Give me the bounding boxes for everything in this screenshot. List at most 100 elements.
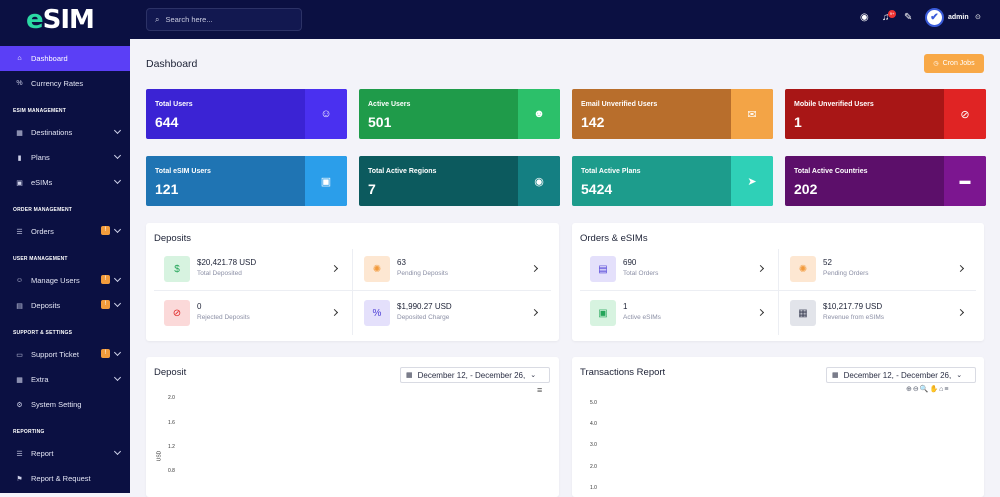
cell-value: $10,217.79 USD bbox=[823, 302, 883, 311]
sidebar-item-label: Destinations bbox=[31, 128, 73, 137]
stat-label: Mobile Unverified Users bbox=[794, 101, 874, 108]
section-user-management: USER MANAGEMENT bbox=[13, 256, 68, 262]
sidebar-item-extra[interactable]: ▦ Extra bbox=[0, 367, 130, 392]
envelope-icon: ✉ bbox=[731, 89, 773, 139]
deposit-cell-pending[interactable]: ✺ 63 Pending Deposits bbox=[354, 248, 551, 291]
stat-label: Total Active Plans bbox=[581, 168, 641, 175]
sidebar-item-currency-rates[interactable]: % Currency Rates bbox=[0, 71, 130, 96]
sidebar-item-report[interactable]: ☰ Report bbox=[0, 441, 130, 466]
stat-card-active-countries[interactable]: Total Active Countries 202 ▬ bbox=[785, 156, 986, 206]
logo-text: SIM bbox=[42, 5, 95, 35]
nav-list: ⌂ Dashboard % Currency Rates bbox=[0, 46, 130, 96]
card-title: Deposit bbox=[154, 367, 187, 378]
stat-card-active-users[interactable]: Active Users 501 ☻ bbox=[359, 89, 560, 139]
y-tick: 2.0 bbox=[168, 395, 175, 401]
calendar-icon: ▦ bbox=[406, 372, 413, 379]
cell-value: 0 bbox=[197, 302, 202, 311]
cron-jobs-label: Cron Jobs bbox=[942, 60, 975, 67]
deposit-cell-total[interactable]: $ $20,421.78 USD Total Deposited bbox=[154, 248, 351, 291]
sidebar: e SIM ⌂ Dashboard % Currency Rates ESIM MAN… bbox=[0, 0, 130, 493]
stat-label: Total Active Countries bbox=[794, 168, 868, 175]
order-icon: ▤ bbox=[590, 256, 616, 282]
stat-card-mobile-unverified[interactable]: Mobile Unverified Users 1 ⊘ bbox=[785, 89, 986, 139]
menu-icon[interactable]: ≡ bbox=[537, 385, 543, 395]
stat-card-active-plans[interactable]: Total Active Plans 5424 ➤ bbox=[572, 156, 773, 206]
chevron-down-icon bbox=[113, 151, 122, 160]
cell-label: Pending Orders bbox=[823, 270, 869, 277]
date-range-text: December 12, - December 26, bbox=[417, 370, 526, 380]
stat-card-total-users[interactable]: Total Users 644 ☺ bbox=[146, 89, 347, 139]
sidebar-item-plans[interactable]: ▮ Plans bbox=[0, 145, 130, 170]
deposit-cell-rejected[interactable]: ⊘ 0 Rejected Deposits bbox=[154, 292, 351, 335]
ticket-icon: ▭ bbox=[16, 351, 23, 359]
cron-jobs-button[interactable]: ◷ Cron Jobs bbox=[924, 54, 984, 73]
chart-toolbar[interactable]: ⊕⊖🔍✋⌂≡ bbox=[906, 386, 950, 393]
stat-label: Total Users bbox=[155, 101, 193, 108]
home-icon: ⌂ bbox=[17, 55, 22, 62]
y-tick: 3.0 bbox=[590, 442, 597, 448]
stat-card-total-esim-users[interactable]: Total eSIM Users 121 ▣ bbox=[146, 156, 347, 206]
sidebar-item-label: Report bbox=[31, 449, 54, 458]
user-icon: ☺ bbox=[305, 89, 347, 139]
date-range-picker[interactable]: ▦ December 12, - December 26, ⌄ bbox=[826, 367, 976, 383]
sidebar-item-dashboard[interactable]: ⌂ Dashboard bbox=[0, 46, 130, 71]
stat-card-active-regions[interactable]: Total Active Regions 7 ◉ bbox=[359, 156, 560, 206]
chevron-right-icon bbox=[956, 264, 965, 273]
bell-icon[interactable]: ♫ bbox=[882, 12, 890, 23]
gear-icon: ⚙ bbox=[16, 401, 23, 409]
cell-label: Deposited Charge bbox=[397, 314, 450, 321]
deposit-cell-charge[interactable]: % $1,990.27 USD Deposited Charge bbox=[354, 292, 551, 335]
chevron-down-icon bbox=[113, 225, 122, 234]
chevron-down-icon[interactable]: ⊙ bbox=[975, 14, 981, 21]
chevron-down-icon bbox=[113, 126, 122, 135]
avatar[interactable]: ✔ bbox=[925, 8, 944, 27]
stat-value: 7 bbox=[368, 181, 376, 197]
chevron-down-icon bbox=[113, 348, 122, 357]
cell-label: Total Deposited bbox=[197, 270, 242, 277]
list-icon: ☰ bbox=[16, 228, 23, 236]
y-axis-label: USD bbox=[156, 450, 163, 462]
order-cell-revenue[interactable]: ▦ $10,217.79 USD Revenue from eSIMs bbox=[780, 292, 977, 335]
order-cell-pending[interactable]: ✺ 52 Pending Orders bbox=[780, 248, 977, 291]
chevron-down-icon bbox=[113, 299, 122, 308]
search-placeholder: Search here... bbox=[165, 15, 213, 24]
logo[interactable]: e SIM bbox=[0, 0, 130, 40]
y-tick: 5.0 bbox=[590, 400, 597, 406]
sidebar-item-esims[interactable]: ▣ eSIMs bbox=[0, 170, 130, 195]
stat-value: 121 bbox=[155, 181, 179, 197]
sidebar-item-orders[interactable]: ☰ Orders! bbox=[0, 219, 130, 244]
nav-list: ▦ Destinations ▮ Plans ▣ eSIMs bbox=[0, 120, 130, 195]
sidebar-item-manage-users[interactable]: ☺ Manage Users! bbox=[0, 268, 130, 293]
user-check-icon: ☻ bbox=[518, 89, 560, 139]
sidebar-item-system-setting[interactable]: ⚙ System Setting bbox=[0, 392, 130, 417]
ban-icon: ⊘ bbox=[164, 300, 190, 326]
order-cell-total[interactable]: ▤ 690 Total Orders bbox=[580, 248, 777, 291]
stat-label: Email Unverified Users bbox=[581, 101, 658, 108]
sidebar-item-support-ticket[interactable]: ▭ Support Ticket! bbox=[0, 342, 130, 367]
date-range-picker[interactable]: ▦ December 12, - December 26, ⌄ bbox=[400, 367, 550, 383]
sidebar-item-label: Dashboard bbox=[31, 54, 68, 63]
globe-icon: ◉ bbox=[518, 156, 560, 206]
sidebar-item-deposits[interactable]: ▤ Deposits! bbox=[0, 293, 130, 318]
stat-value: 644 bbox=[155, 114, 179, 130]
stat-card-email-unverified[interactable]: Email Unverified Users 142 ✉ bbox=[572, 89, 773, 139]
sidebar-item-report-request[interactable]: ⚑ Report & Request bbox=[0, 466, 130, 491]
search-input[interactable]: ⌕ Search here... bbox=[146, 8, 302, 31]
chevron-right-icon bbox=[530, 264, 539, 273]
y-tick: 1.0 bbox=[590, 485, 597, 491]
y-tick: 1.2 bbox=[168, 444, 175, 450]
wrench-icon[interactable]: ✎ bbox=[904, 12, 913, 23]
sidebar-item-destinations[interactable]: ▦ Destinations bbox=[0, 120, 130, 145]
chevron-down-icon bbox=[113, 447, 122, 456]
order-cell-active-esims[interactable]: ▣ 1 Active eSIMs bbox=[580, 292, 777, 335]
deposits-card: Deposits $ $20,421.78 USD Total Deposite… bbox=[146, 223, 559, 341]
stat-label: Total eSIM Users bbox=[155, 168, 211, 175]
flag-icon: ▬ bbox=[944, 156, 986, 206]
user-name[interactable]: admin bbox=[948, 14, 969, 21]
divider bbox=[778, 249, 779, 335]
page-title: Dashboard bbox=[146, 58, 198, 70]
globe-icon[interactable]: ◉ bbox=[860, 12, 869, 23]
sidebar-item-label: Manage Users bbox=[31, 276, 80, 285]
status-badge: ! bbox=[101, 275, 110, 284]
wallet-icon: ▤ bbox=[16, 302, 23, 310]
